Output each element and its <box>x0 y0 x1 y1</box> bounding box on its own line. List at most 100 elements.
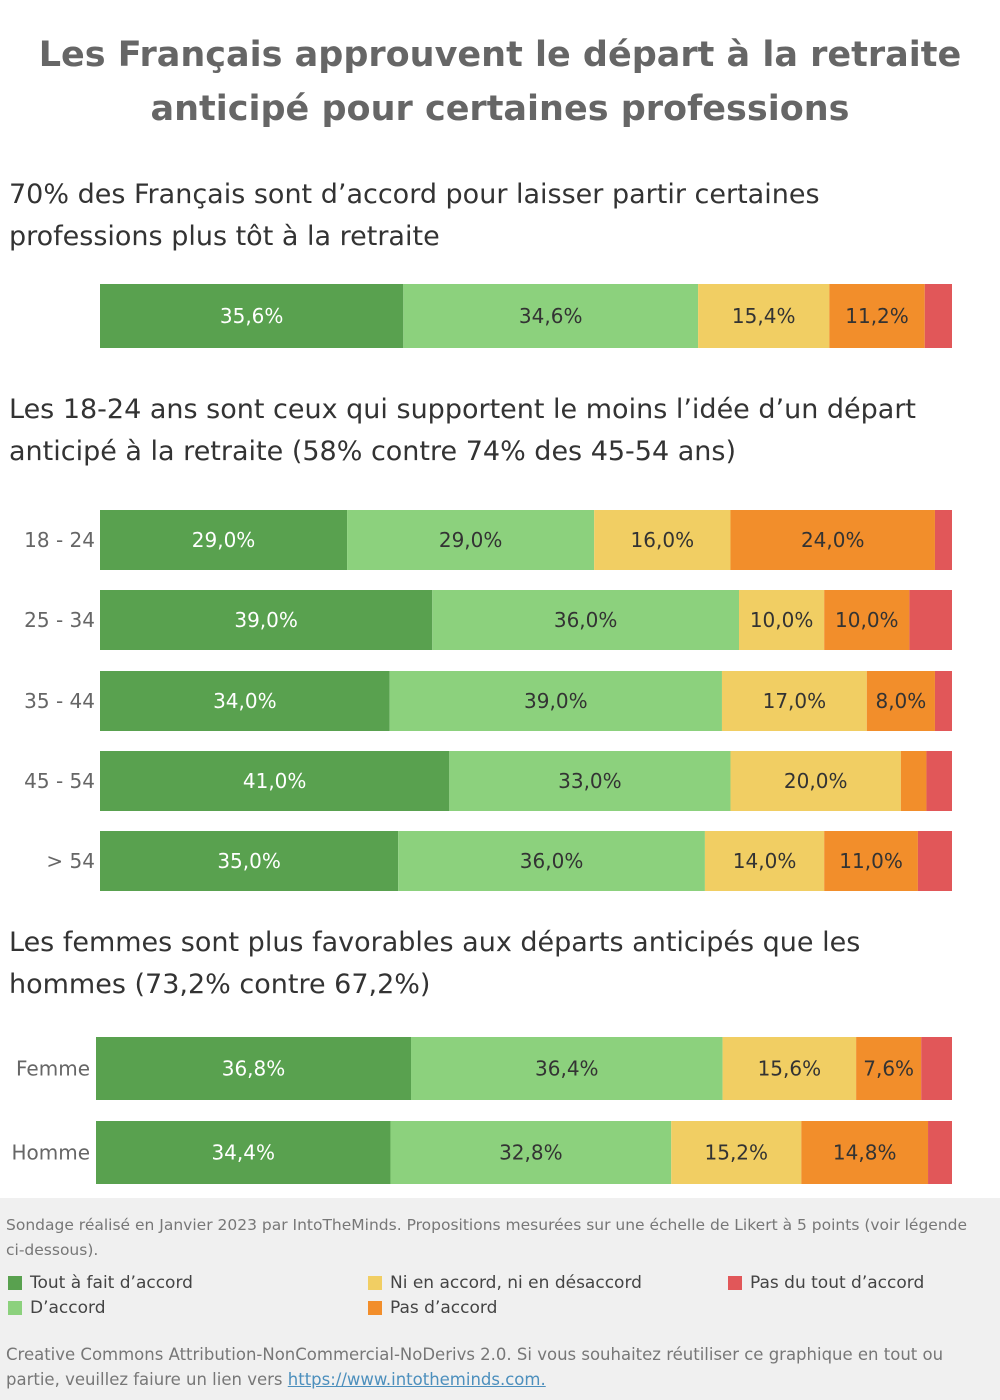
value-label: 36,4% <box>535 1057 599 1081</box>
category-label: Femme <box>16 1057 90 1081</box>
bar-segment <box>824 831 918 891</box>
legend-swatch <box>368 1276 382 1290</box>
chart-subtitle: Les 18-24 ans sont ceux qui supportent l… <box>9 394 917 467</box>
value-label: 36,0% <box>520 849 584 873</box>
value-label: 11,2% <box>845 304 909 328</box>
legend-swatch <box>8 1276 22 1290</box>
bar-segment <box>934 510 952 570</box>
bar-segment <box>909 590 952 650</box>
category-label: Homme <box>11 1141 90 1165</box>
value-label: 34,4% <box>211 1141 275 1165</box>
value-label: 17,0% <box>763 689 827 713</box>
bar-segment <box>921 1037 952 1100</box>
legend-label: Ni en accord, ni en désaccord <box>390 1273 642 1293</box>
bar-segment <box>928 1121 952 1184</box>
value-label: 10,0% <box>750 608 814 632</box>
bar-segment <box>449 751 731 811</box>
legend-item: Tout à fait d’accord <box>8 1273 193 1293</box>
value-label: 32,8% <box>499 1141 563 1165</box>
chart-subtitle: 70% des Français sont d’accord pour lais… <box>9 179 820 252</box>
bar-segment <box>900 751 927 811</box>
value-label: 20,0% <box>784 769 848 793</box>
bar-segment <box>866 671 935 731</box>
legend-swatch <box>8 1301 22 1315</box>
bar-segment <box>722 1037 857 1100</box>
category-label: 25 - 34 <box>24 608 95 632</box>
bar-segment <box>721 671 867 731</box>
bar-segment <box>829 284 925 348</box>
legend-label: Tout à fait d’accord <box>30 1273 193 1293</box>
value-label: 34,6% <box>519 304 583 328</box>
bar-segment <box>739 590 825 650</box>
bar-segment <box>730 751 901 811</box>
value-label: 29,0% <box>439 528 503 552</box>
bar-segment <box>411 1037 723 1100</box>
bar-segment <box>926 751 952 811</box>
bar-segment <box>824 590 910 650</box>
value-label: 10,0% <box>835 608 899 632</box>
value-label: 35,0% <box>217 849 281 873</box>
bar-segment <box>100 284 404 348</box>
value-label: 36,0% <box>554 608 618 632</box>
value-label: 15,4% <box>732 304 796 328</box>
bar-segment <box>856 1037 922 1100</box>
bar-segment <box>100 590 433 650</box>
bar-segment <box>730 510 935 570</box>
value-label: 8,0% <box>875 689 926 713</box>
value-label: 33,0% <box>558 769 622 793</box>
license-link[interactable]: https://www.intotheminds.com. <box>287 1370 546 1389</box>
license-text: Creative Commons Attribution-NonCommerci… <box>6 1345 944 1389</box>
bar-segment <box>347 510 595 570</box>
value-label: 15,2% <box>705 1141 769 1165</box>
category-label: 45 - 54 <box>24 769 95 793</box>
value-label: 14,0% <box>733 849 797 873</box>
value-label: 36,8% <box>222 1057 286 1081</box>
bar-segment <box>100 751 450 811</box>
legend-item: D’accord <box>8 1298 106 1318</box>
bar-segment <box>96 1037 412 1100</box>
bar-segment <box>100 510 348 570</box>
bar-segment <box>594 510 731 570</box>
charts: 35,6% 34,6% 15,4% 11,2% 18 - 24 29,0% 29,0% 16,… <box>11 284 952 1184</box>
value-label: 14,8% <box>833 1141 897 1165</box>
value-label: 35,6% <box>220 304 284 328</box>
bar-segment <box>389 671 722 731</box>
category-label: 35 - 44 <box>24 689 95 713</box>
value-label: 41,0% <box>243 769 307 793</box>
bar-segment <box>96 1121 391 1184</box>
bar-segment <box>934 671 952 731</box>
bar-segment <box>100 831 399 891</box>
value-label: 39,0% <box>524 689 588 713</box>
bar-segment <box>671 1121 802 1184</box>
bar-segment <box>432 590 739 650</box>
value-label: 7,6% <box>863 1057 914 1081</box>
legend-swatch <box>368 1301 382 1315</box>
value-label: 39,0% <box>234 608 298 632</box>
bar-segment <box>917 831 952 891</box>
value-label: 15,6% <box>758 1057 822 1081</box>
legend-label: Pas d’accord <box>390 1298 498 1318</box>
bar-segment <box>704 831 825 891</box>
note: Sondage réalisé en Janvier 2023 par Into… <box>6 1216 968 1259</box>
bar-segment <box>801 1121 929 1184</box>
bar-segment <box>403 284 699 348</box>
category-label: > 54 <box>46 849 95 873</box>
bar-segment <box>100 671 390 731</box>
value-label: 16,0% <box>631 528 695 552</box>
legend-item: Ni en accord, ni en désaccord <box>368 1273 642 1293</box>
bar-segment <box>390 1121 672 1184</box>
bar-segment <box>924 284 952 348</box>
footer: Sondage réalisé en Janvier 2023 par Into… <box>0 1198 1000 1400</box>
legend-label: D’accord <box>30 1298 106 1318</box>
legend-swatch <box>728 1276 742 1290</box>
page-title: Les Français approuvent le départ à la r… <box>38 35 962 129</box>
category-label: 18 - 24 <box>24 528 95 552</box>
license: Creative Commons Attribution-NonCommerci… <box>6 1342 986 1392</box>
bar-segment <box>398 831 705 891</box>
value-label: 24,0% <box>801 528 865 552</box>
value-label: 11,0% <box>839 849 903 873</box>
legend-item: Pas du tout d’accord <box>728 1273 924 1293</box>
value-label: 29,0% <box>192 528 256 552</box>
legend-label: Pas du tout d’accord <box>750 1273 925 1293</box>
